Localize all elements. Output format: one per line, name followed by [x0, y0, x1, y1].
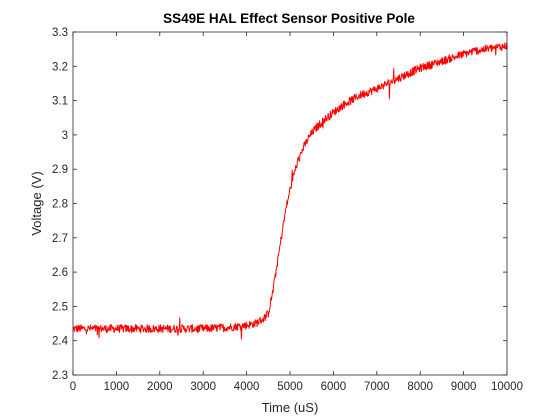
series-layer — [72, 42, 508, 340]
y-tick-label: 2.4 — [52, 336, 69, 348]
y-tick-label: 3 — [62, 130, 68, 142]
ticks-layer: 0 1000 2000 3000 4000 5000 6000 7000 8000 9000 100… — [52, 27, 523, 393]
x-tick-label: 6000 — [321, 381, 347, 393]
y-tick-label: 2.7 — [52, 233, 68, 245]
x-tick-label: 10000 — [491, 381, 523, 393]
y-tick-label: 2.5 — [52, 301, 68, 313]
chart-title: SS49E HAL Effect Sensor Positive Pole — [163, 11, 415, 26]
plot-area — [73, 32, 507, 375]
x-tick-label: 3000 — [190, 381, 216, 393]
x-tick-label: 9000 — [451, 381, 477, 393]
x-tick-label: 2000 — [147, 381, 173, 393]
y-tick-label: 2.9 — [52, 164, 68, 176]
x-axis-label: Time (uS) — [262, 400, 319, 415]
y-tick-label: 3.3 — [52, 27, 68, 39]
y-tick-label: 2.8 — [52, 199, 68, 211]
series-line-0 — [72, 42, 508, 340]
x-tick-label: 8000 — [407, 381, 433, 393]
y-tick-label: 2.6 — [52, 267, 68, 279]
x-tick-label: 0 — [70, 381, 76, 393]
axes-box — [72, 31, 508, 376]
x-tick-label: 1000 — [104, 381, 130, 393]
y-tick-label: 3.2 — [52, 61, 68, 73]
y-tick-label: 2.3 — [52, 370, 68, 382]
x-tick-label: 5000 — [277, 381, 303, 393]
y-tick-label: 3.1 — [52, 96, 68, 108]
y-axis-label: Voltage (V) — [29, 171, 44, 235]
x-tick-label: 7000 — [364, 381, 390, 393]
x-tick-label: 4000 — [234, 381, 260, 393]
